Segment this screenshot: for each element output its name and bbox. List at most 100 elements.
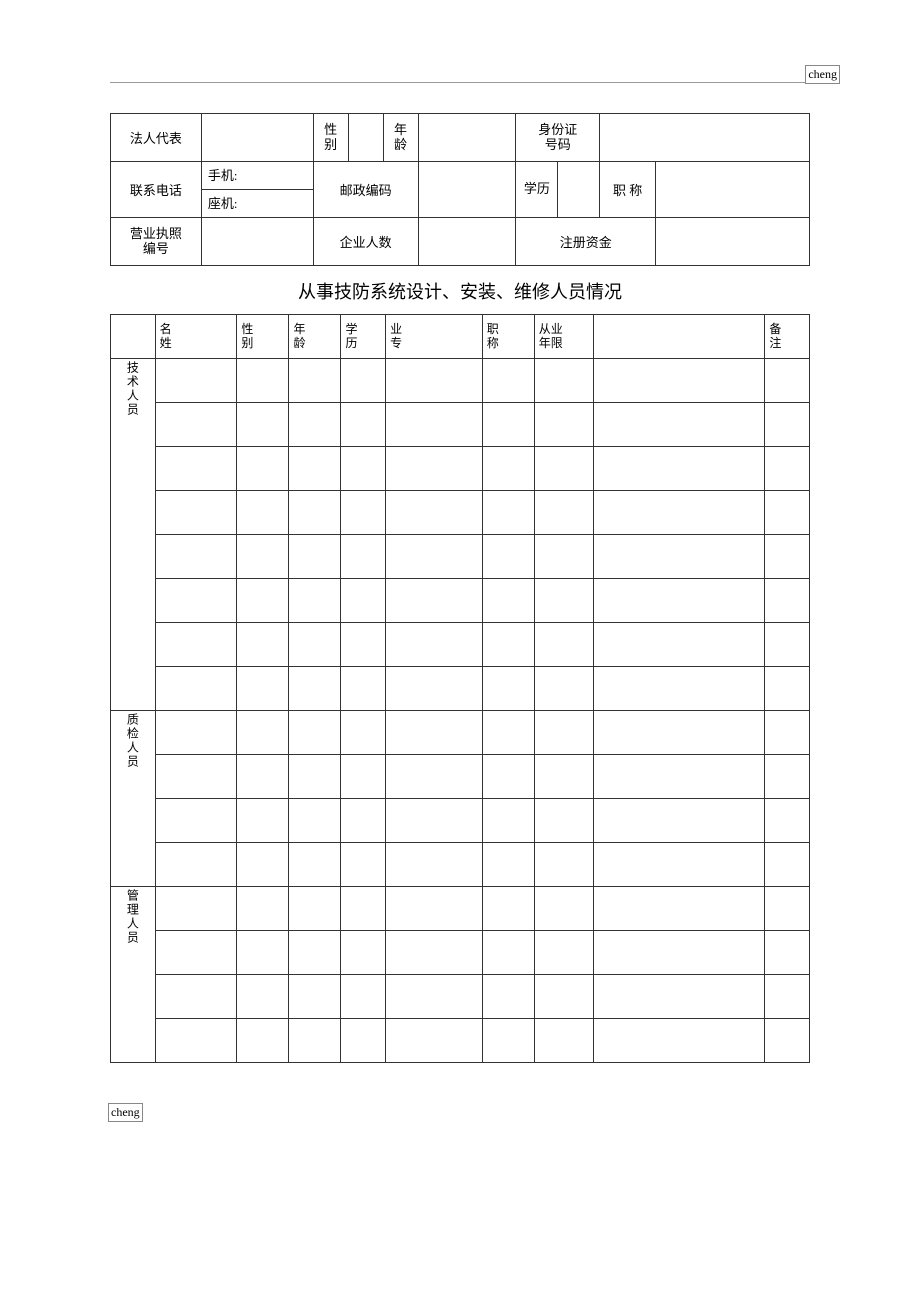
col-years-l1: 从业 — [539, 323, 589, 337]
postal-value — [418, 162, 516, 218]
cell — [482, 359, 534, 403]
cell — [765, 711, 810, 755]
cell — [237, 667, 289, 711]
cell — [237, 535, 289, 579]
cell — [534, 799, 593, 843]
personnel-table: 名 姓 性 别 年 龄 学 历 业 专 职 称 — [110, 314, 810, 1063]
company-info-table: 法人代表 性别 年龄 身份证 号码 联系电话 手机: 邮政编码 学历 职 称 座… — [110, 113, 810, 266]
table-row — [111, 799, 810, 843]
cell — [289, 799, 341, 843]
cell — [594, 1019, 765, 1063]
id-label-line1: 身份证 — [522, 123, 593, 138]
cell — [155, 799, 237, 843]
cell — [155, 667, 237, 711]
gender-label-text: 性别 — [320, 123, 342, 153]
cell — [386, 711, 483, 755]
table-row: 质检人员 — [111, 711, 810, 755]
cell — [155, 579, 237, 623]
cell — [482, 535, 534, 579]
cell — [482, 887, 534, 931]
cell — [237, 975, 289, 1019]
gender-label: 性别 — [313, 114, 348, 162]
table-row — [111, 667, 810, 711]
cell — [534, 491, 593, 535]
cell — [386, 1019, 483, 1063]
license-label-line2: 编号 — [117, 242, 195, 257]
mobile-prefix: 手机: — [208, 168, 238, 183]
cell — [386, 887, 483, 931]
table-row — [111, 403, 810, 447]
capital-value — [656, 218, 810, 266]
table-row: 管理人员 — [111, 887, 810, 931]
table-row — [111, 535, 810, 579]
cell — [289, 491, 341, 535]
table-row — [111, 1019, 810, 1063]
cell — [765, 623, 810, 667]
cell — [482, 447, 534, 491]
cell — [482, 623, 534, 667]
cell — [289, 1019, 341, 1063]
cell — [765, 535, 810, 579]
cell — [386, 491, 483, 535]
cell — [534, 667, 593, 711]
col-edu-l2: 历 — [345, 337, 381, 351]
landline-prefix: 座机: — [208, 196, 238, 211]
cell — [289, 403, 341, 447]
table-row — [111, 931, 810, 975]
col-extra — [594, 315, 765, 359]
cell — [482, 667, 534, 711]
cell — [237, 359, 289, 403]
cell — [386, 755, 483, 799]
cell — [594, 403, 765, 447]
cell — [594, 887, 765, 931]
cell — [237, 887, 289, 931]
postal-label: 邮政编码 — [313, 162, 418, 218]
cell — [341, 579, 386, 623]
col-major: 业 专 — [386, 315, 483, 359]
group-label: 质检人员 — [111, 711, 156, 887]
cell — [386, 975, 483, 1019]
cell — [237, 491, 289, 535]
cell — [386, 579, 483, 623]
col-jobtitle: 职 称 — [482, 315, 534, 359]
cell — [155, 931, 237, 975]
group-label: 技术人员 — [111, 359, 156, 711]
education-value — [558, 162, 600, 218]
cell — [482, 931, 534, 975]
col-age-l1: 年 — [293, 323, 336, 337]
legal-rep-value — [201, 114, 313, 162]
cell — [482, 403, 534, 447]
cell — [341, 447, 386, 491]
cell — [237, 1019, 289, 1063]
cell — [534, 975, 593, 1019]
cell — [237, 447, 289, 491]
cell — [765, 843, 810, 887]
cell — [386, 535, 483, 579]
cell — [155, 755, 237, 799]
cell — [594, 535, 765, 579]
cell — [386, 667, 483, 711]
cell — [534, 359, 593, 403]
cell — [155, 623, 237, 667]
col-gender: 性 别 — [237, 315, 289, 359]
cell — [237, 799, 289, 843]
cell — [594, 843, 765, 887]
cell — [289, 931, 341, 975]
cell — [155, 975, 237, 1019]
headcount-label: 企业人数 — [313, 218, 418, 266]
cell — [289, 755, 341, 799]
cell — [534, 931, 593, 975]
cell — [534, 579, 593, 623]
cell — [155, 1019, 237, 1063]
cell — [289, 579, 341, 623]
id-value — [600, 114, 810, 162]
cell — [765, 931, 810, 975]
cell — [155, 447, 237, 491]
legal-rep-label: 法人代表 — [111, 114, 202, 162]
cell — [386, 799, 483, 843]
cell — [594, 799, 765, 843]
cell — [289, 447, 341, 491]
license-value — [201, 218, 313, 266]
cell — [341, 755, 386, 799]
cell — [155, 843, 237, 887]
